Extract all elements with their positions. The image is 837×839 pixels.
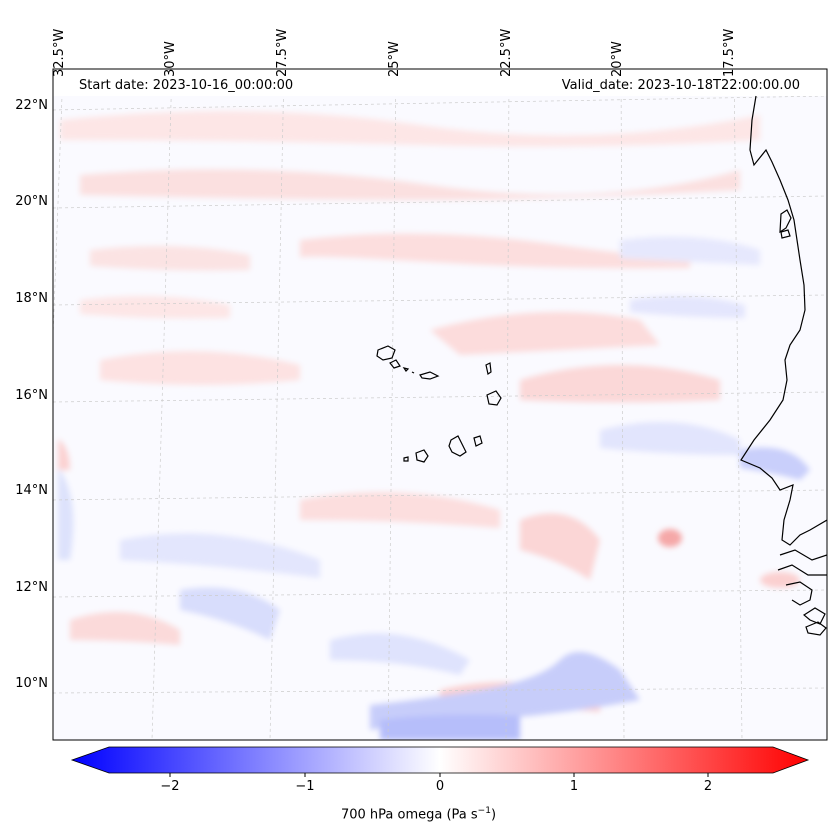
colorbar — [70, 746, 810, 777]
lon-label: 25°W — [387, 41, 402, 77]
coastline — [740, 95, 827, 636]
lon-label: 27.5°W — [275, 28, 290, 77]
lon-label: 17.5°W — [722, 28, 737, 77]
lat-label: 16°N — [15, 388, 48, 403]
lon-label: 22.5°W — [499, 28, 514, 77]
colorbar-tick-label: −2 — [160, 779, 180, 794]
lat-label: 12°N — [15, 580, 48, 595]
gridlines — [53, 69, 827, 740]
lon-label: 20°W — [610, 41, 625, 77]
lon-label: 30°W — [163, 41, 178, 77]
colorbar-tick-label: 0 — [435, 779, 445, 794]
lat-label: 20°N — [15, 194, 48, 209]
lat-label: 22°N — [15, 98, 48, 113]
colorbar-tick-label: 2 — [703, 779, 713, 794]
cape-verde-islands — [376, 345, 502, 463]
lon-label: 32.5°W — [52, 28, 67, 77]
valid-date-label: Valid_date: 2023-10-18T22:00:00.00 — [561, 78, 800, 93]
colorbar-tick-label: −1 — [295, 779, 315, 794]
omega-contours — [58, 111, 810, 740]
lat-label: 14°N — [15, 483, 48, 498]
colorbar-title: 700 hPa omega (Pa s−1) — [340, 806, 497, 823]
colorbar-tick-label: 1 — [569, 779, 579, 794]
start-date-label: Start date: 2023-10-16_00:00:00 — [79, 78, 294, 93]
lat-label: 10°N — [15, 676, 48, 691]
lat-label: 18°N — [15, 291, 48, 306]
